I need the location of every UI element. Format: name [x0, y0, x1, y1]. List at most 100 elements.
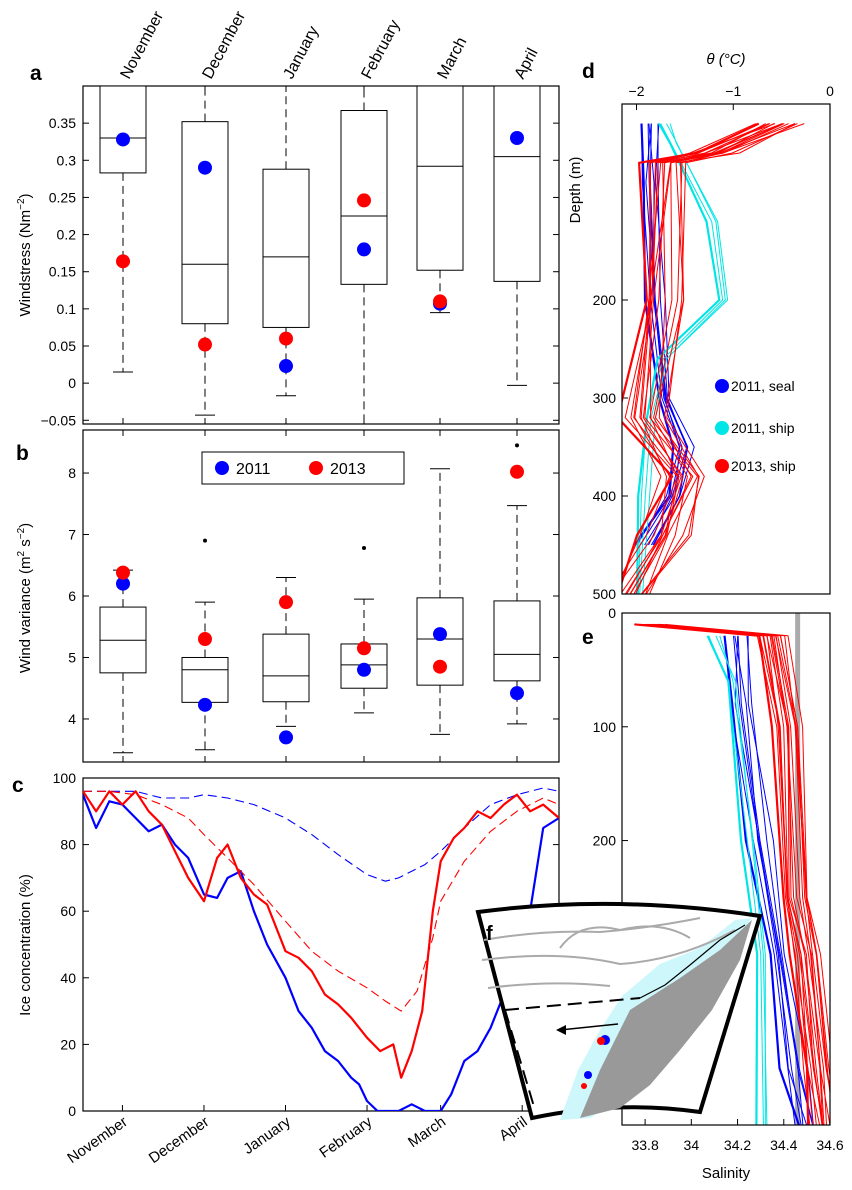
- legend-2013-marker: [309, 461, 323, 475]
- b-outlier: [515, 443, 519, 448]
- a-ytick-label: 0.1: [57, 301, 77, 317]
- b-point-2011: [357, 662, 371, 677]
- d-ytick-label: 400: [593, 488, 617, 504]
- panel-b-ylabel: Wind variance (m2 s−2): [16, 523, 34, 673]
- c-ytick-label: 60: [60, 903, 76, 919]
- a-point-2013: [279, 331, 293, 346]
- c-line-2013-clim: [83, 790, 559, 1012]
- e-profile-2011-seal: [734, 635, 804, 1125]
- panel-a-y-axis: −0.05 0 0.05 0.1 0.15 0.2 0.25 0.3 0.35: [41, 86, 559, 428]
- panel-f-map: f: [475, 901, 763, 1121]
- panel-d-lines: [622, 122, 805, 594]
- b-box: [181, 656, 229, 703]
- panel-a-month-labels: November December January February March Apri…: [118, 8, 542, 82]
- panel-a-boxes: [99, 85, 541, 425]
- a-point-2013: [433, 294, 447, 309]
- b-point-2013: [510, 464, 524, 479]
- b-ytick-label: 5: [68, 649, 76, 665]
- a-point-2013: [357, 193, 371, 208]
- e-xtick-label: 34.6: [816, 1137, 843, 1153]
- panel-e-label: e: [582, 626, 594, 649]
- e-profile-2011-seal: [737, 635, 814, 1125]
- e-profile-2011-seal: [746, 635, 814, 1125]
- b-point-2011: [198, 697, 212, 712]
- b-ytick-label: 6: [68, 588, 76, 604]
- panel-a-ylabel: Windstress (Nm−2): [16, 193, 34, 316]
- e-profile-2011-seal: [723, 635, 800, 1125]
- a-box: [99, 85, 147, 174]
- e-profile-2011-ship: [715, 635, 768, 1125]
- d-xtick-label: 0: [826, 83, 834, 99]
- c-line-2011-clim: [83, 787, 559, 882]
- e-xtick-label: 33.8: [631, 1137, 658, 1153]
- a-ytick-label: −0.05: [41, 412, 77, 428]
- panel-d-legend: 2011, seal 2011, ship 2013, ship: [715, 378, 796, 474]
- d-profile-2013-ship: [641, 123, 796, 594]
- a-point-2011: [510, 131, 524, 145]
- c-line-2013: [83, 790, 559, 1079]
- month-label-top: February: [359, 17, 404, 82]
- a-point-2011: [198, 160, 212, 175]
- e-profile-2011-ship: [708, 635, 764, 1125]
- e-ytick-label: 100: [593, 719, 617, 735]
- a-ytick-label: 0.15: [49, 264, 76, 280]
- d-profile-2013-ship: [622, 123, 757, 577]
- b-point-2013: [433, 659, 447, 674]
- d-profile-2013-ship: [622, 123, 771, 575]
- a-ytick-label: 0.3: [57, 152, 77, 168]
- d-profile-2013-ship: [622, 123, 776, 581]
- panel-c-ylabel: Ice concentration (%): [17, 874, 34, 1016]
- b-point-2013: [279, 595, 293, 610]
- a-point-2013: [198, 337, 212, 352]
- e-xtick-label: 34.2: [724, 1137, 751, 1153]
- a-ytick-label: 0.2: [57, 227, 77, 243]
- e-xtick-label: 34: [684, 1137, 700, 1153]
- panel-d-axes: 200 300 400 500 −2 −1 0: [593, 83, 834, 602]
- legend-2011-marker: [215, 461, 229, 475]
- panel-d-ylabel: Depth (m): [567, 157, 584, 224]
- b-point-2013: [357, 641, 371, 656]
- d-ytick-label: 200: [593, 292, 617, 308]
- month-label-top: December: [200, 8, 250, 82]
- legend-2013-label: 2013: [330, 461, 366, 478]
- panel-d-frame: [621, 103, 831, 595]
- panel-b-wind-variance: b 4 5 6 7 8 2011 2013 Wind variance (m2 s−2): [16, 429, 560, 763]
- month-label-top: November: [118, 8, 168, 82]
- map-point-ship: [581, 1083, 587, 1089]
- d-profile-2013-ship: [641, 123, 805, 594]
- b-point-2013: [198, 632, 212, 647]
- legend-ship2011-marker: [715, 421, 729, 435]
- b-outlier: [203, 538, 207, 543]
- c-ytick-label: 40: [60, 970, 76, 986]
- panel-e-lines: [634, 613, 830, 1125]
- c-xtick-label: March: [405, 1113, 449, 1151]
- b-point-2011: [510, 686, 524, 701]
- panel-c-axes: 0 20 40 60 80 100 November December January Febru…: [53, 770, 559, 1167]
- d-xtick-label: −2: [629, 83, 645, 99]
- b-point-2013: [116, 565, 130, 580]
- panel-c-lines: [83, 787, 559, 1111]
- d-profile-2011-seal: [648, 123, 688, 546]
- b-ytick-label: 7: [68, 527, 76, 543]
- d-profile-2011-seal: [636, 123, 680, 546]
- b-point-2011: [116, 576, 130, 591]
- map-point-seal: [584, 1071, 592, 1079]
- legend-box: [201, 451, 405, 485]
- e-xtick-label: 34.4: [770, 1137, 797, 1153]
- panel-f-label: f: [486, 923, 493, 945]
- panel-b-y-axis: 4 5 6 7 8: [68, 430, 559, 762]
- c-ytick-label: 20: [60, 1036, 76, 1052]
- panel-c-label: c: [12, 774, 24, 797]
- legend-ship2013-label: 2013, ship: [731, 458, 796, 474]
- b-ytick-label: 4: [68, 711, 76, 727]
- panel-a-label: a: [30, 62, 42, 85]
- b-box: [262, 633, 310, 703]
- map-arrow: [559, 1023, 619, 1031]
- d-profile-2013-ship: [635, 123, 795, 594]
- panel-a-frame: [82, 85, 560, 425]
- legend-seal-label: 2011, seal: [731, 378, 795, 394]
- a-point-2011: [116, 132, 130, 147]
- e-profile-2011-seal: [733, 635, 802, 1125]
- map-land: [580, 920, 752, 1118]
